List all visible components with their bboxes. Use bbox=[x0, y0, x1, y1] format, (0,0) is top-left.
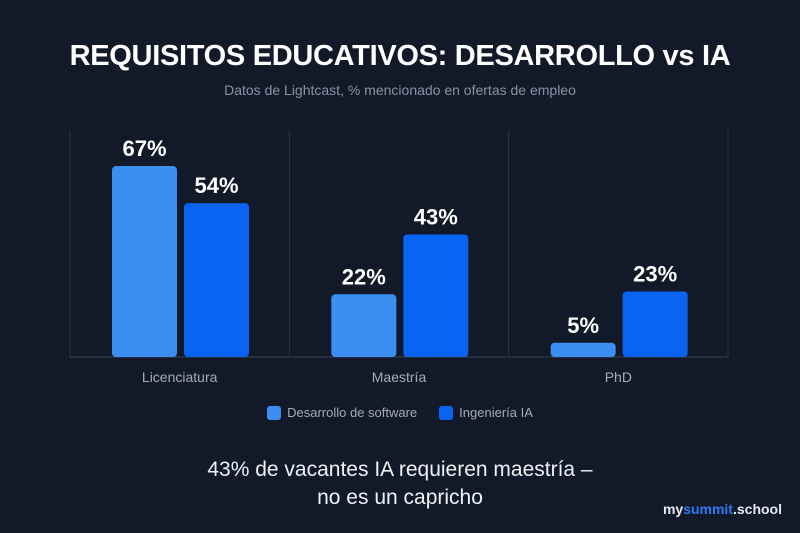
legend-item-ai[interactable]: Ingeniería IA bbox=[439, 405, 533, 420]
x-tick-label: Maestría bbox=[372, 369, 427, 385]
data-label: 5% bbox=[567, 313, 599, 338]
legend-label-software: Desarrollo de software bbox=[287, 405, 418, 420]
x-tick-label: PhD bbox=[605, 369, 632, 385]
brand-logo: mysummit.school bbox=[662, 501, 782, 517]
takeaway-line-2: no es un capricho bbox=[317, 486, 483, 509]
bar-licenciatura-ai bbox=[184, 203, 249, 357]
chart-subtitle: Datos de Lightcast, % mencionado en ofer… bbox=[224, 82, 576, 98]
bar-phd-software bbox=[550, 342, 616, 357]
data-label: 22% bbox=[342, 264, 386, 289]
data-label: 54% bbox=[194, 173, 238, 198]
takeaway-text: 43% de vacantes IA requieren maestría – … bbox=[0, 456, 800, 512]
bar-chart: 67% 54% Licenciatura 22% 43% Maestría 5% 23% PhD bbox=[69, 130, 729, 385]
bar-maestría-ai bbox=[403, 234, 469, 357]
bar-phd-ai bbox=[622, 291, 688, 357]
data-label: 67% bbox=[122, 136, 166, 161]
legend-swatch-ai bbox=[439, 405, 454, 420]
data-label: 23% bbox=[633, 261, 677, 286]
bar-licenciatura-software bbox=[112, 166, 177, 357]
takeaway-line-1: 43% de vacantes IA requieren maestría – bbox=[207, 458, 593, 481]
bar-maestría-software bbox=[331, 294, 397, 357]
data-label: 43% bbox=[414, 204, 458, 229]
chart-title: REQUISITOS EDUCATIVOS: DESARROLLO vs IA bbox=[69, 40, 731, 72]
legend-swatch-software bbox=[267, 405, 282, 420]
legend: Desarrollo de software Ingeniería IA bbox=[0, 405, 800, 420]
legend-label-ai: Ingeniería IA bbox=[459, 405, 533, 420]
legend-item-software[interactable]: Desarrollo de software bbox=[267, 405, 417, 420]
x-tick-label: Licenciatura bbox=[142, 369, 218, 385]
